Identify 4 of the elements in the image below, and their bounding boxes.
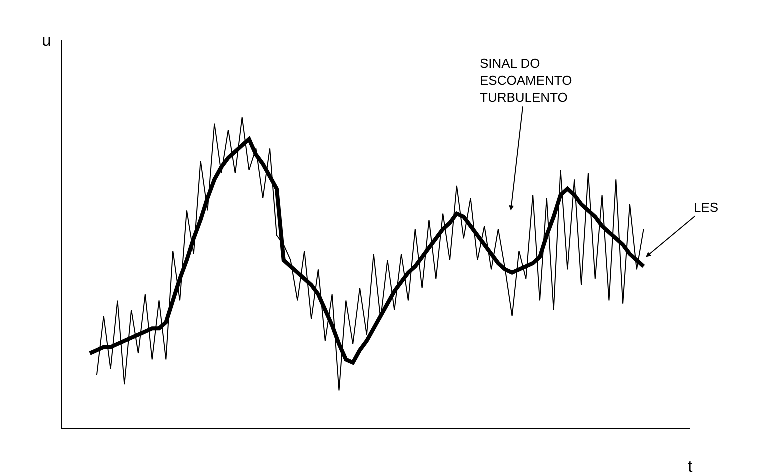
text: SINAL DO ESCOAMENTO TURBULENTO [480, 56, 572, 105]
y-axis-title: u [42, 31, 52, 50]
x-axis-title: t [688, 457, 693, 474]
text: LES [694, 200, 719, 215]
